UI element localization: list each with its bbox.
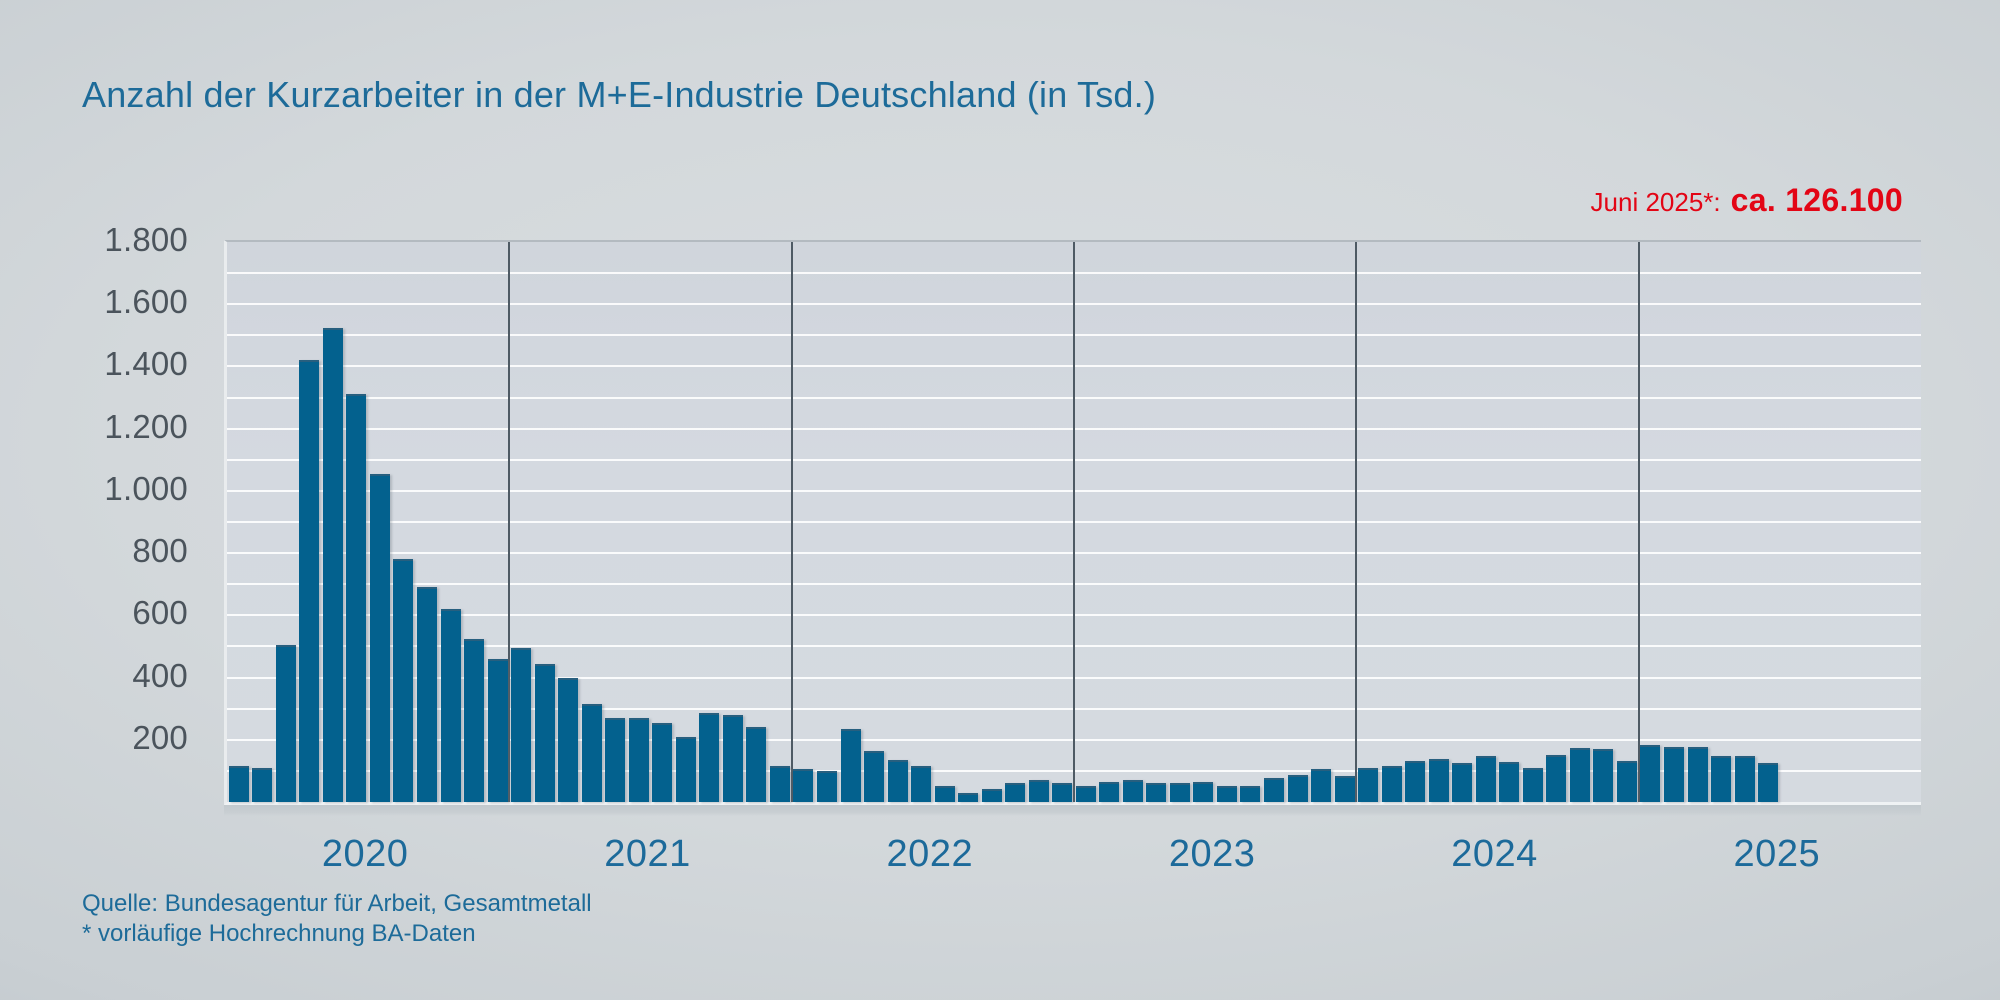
bar-2024-5 [1452, 763, 1473, 802]
year-separator-line [508, 242, 511, 802]
year-separator-line [1073, 242, 1075, 802]
year-separator-line [1355, 242, 1358, 802]
bar-2025-2 [1663, 747, 1684, 802]
bar-2021-2 [534, 663, 555, 802]
bar-2020-8 [393, 559, 414, 802]
y-tick-label: 200 [132, 718, 188, 756]
annotation-value: ca. 126.100 [1730, 182, 1903, 218]
bar-2021-9 [699, 713, 720, 802]
bar-2023-5 [1169, 782, 1190, 802]
y-tick-label: 800 [132, 532, 188, 570]
bar-2020-3 [275, 644, 296, 802]
x-tick-label-2020: 2020 [321, 833, 409, 875]
y-tick-label: 1.400 [104, 345, 188, 383]
bar-2024-3 [1405, 760, 1426, 802]
chart-title: Anzahl der Kurzarbeiter in der M+E-Indus… [82, 74, 1157, 115]
bar-2024-8 [1522, 767, 1543, 802]
bar-2020-2 [252, 767, 273, 802]
plot-area [224, 240, 1921, 805]
bar-2024-12 [1616, 760, 1637, 802]
bar-2023-4 [1146, 783, 1167, 802]
latest-value-annotation: Juni 2025*: ca. 126.100 [1591, 182, 1903, 219]
x-axis-baseline [224, 805, 1921, 816]
annotation-label: Juni 2025*: [1590, 187, 1721, 217]
bar-2020-4 [299, 360, 320, 802]
x-tick-label-2021: 2021 [604, 833, 691, 875]
bar-2020-5 [322, 327, 343, 802]
x-tick-label-2022: 2022 [886, 833, 974, 875]
bar-2022-9 [981, 788, 1002, 802]
bar-2020-11 [464, 638, 485, 802]
bar-2024-6 [1475, 755, 1496, 802]
bar-2023-2 [1099, 781, 1120, 802]
bar-2024-10 [1569, 747, 1590, 802]
bar-2023-9 [1264, 777, 1285, 802]
source-note: Quelle: Bundesagentur für Arbeit, Gesamt… [82, 889, 592, 949]
source-line-1: Quelle: Bundesagentur für Arbeit, Gesamt… [82, 890, 592, 917]
bar-2023-1 [1075, 786, 1096, 802]
bar-2021-10 [722, 714, 743, 802]
bar-2021-3 [558, 677, 579, 802]
bar-2021-12 [769, 766, 790, 802]
bar-2022-4 [864, 750, 885, 802]
bar-2022-5 [887, 760, 908, 802]
y-tick-label: 1.600 [104, 283, 188, 321]
bar-2021-7 [652, 722, 673, 802]
bar-2023-8 [1240, 785, 1261, 802]
bar-2024-1 [1358, 768, 1379, 802]
y-tick-label: 1.800 [104, 221, 188, 258]
bar-2024-4 [1428, 759, 1449, 802]
bar-2020-12 [487, 658, 508, 802]
bar-2020-7 [369, 473, 390, 802]
bar-2022-3 [840, 728, 861, 802]
bar-2023-6 [1193, 782, 1214, 802]
y-tick-label: 400 [132, 656, 188, 694]
bar-2025-6 [1758, 762, 1779, 802]
bar-2021-4 [581, 704, 602, 802]
y-tick-label: 1.200 [104, 407, 188, 445]
bar-2024-2 [1381, 765, 1402, 802]
bar-2022-6 [911, 766, 932, 802]
bar-2022-2 [816, 770, 837, 802]
bar-2024-7 [1499, 762, 1520, 802]
x-tick-label-2025: 2025 [1733, 833, 1821, 875]
x-tick-label-2024: 2024 [1451, 833, 1538, 875]
bar-2022-1 [793, 769, 814, 802]
y-tick-label: 600 [132, 594, 188, 632]
bar-2023-10 [1287, 774, 1308, 802]
x-tick-label-2023: 2023 [1168, 833, 1256, 875]
bar-2020-1 [228, 766, 249, 802]
bar-2021-5 [605, 718, 626, 802]
bar-2024-9 [1546, 755, 1567, 802]
bar-2022-12 [1052, 782, 1073, 802]
bar-2025-1 [1640, 744, 1661, 802]
bar-2020-6 [346, 394, 367, 802]
bar-2021-6 [628, 718, 649, 802]
bar-2021-8 [675, 736, 696, 802]
bar-2021-1 [511, 648, 532, 802]
bar-2025-5 [1734, 755, 1755, 802]
bar-2020-9 [417, 587, 438, 802]
bar-2023-12 [1334, 775, 1355, 802]
source-line-2: * vorläufige Hochrechnung BA-Daten [82, 920, 476, 947]
bar-2020-10 [440, 609, 461, 802]
bar-2022-10 [1005, 782, 1026, 802]
bar-2021-11 [746, 727, 767, 802]
year-separator-line [790, 242, 793, 802]
bar-2022-8 [958, 792, 979, 802]
bar-2023-11 [1311, 768, 1332, 802]
bar-2025-3 [1687, 747, 1708, 802]
bar-2023-7 [1216, 786, 1237, 802]
bar-2024-11 [1593, 748, 1614, 802]
bar-2025-4 [1711, 756, 1732, 802]
year-separator-line [1637, 242, 1640, 802]
bar-2022-11 [1028, 780, 1049, 802]
bar-2023-3 [1122, 779, 1143, 802]
bar-2022-7 [934, 786, 955, 802]
y-tick-label: 1.000 [104, 469, 188, 507]
